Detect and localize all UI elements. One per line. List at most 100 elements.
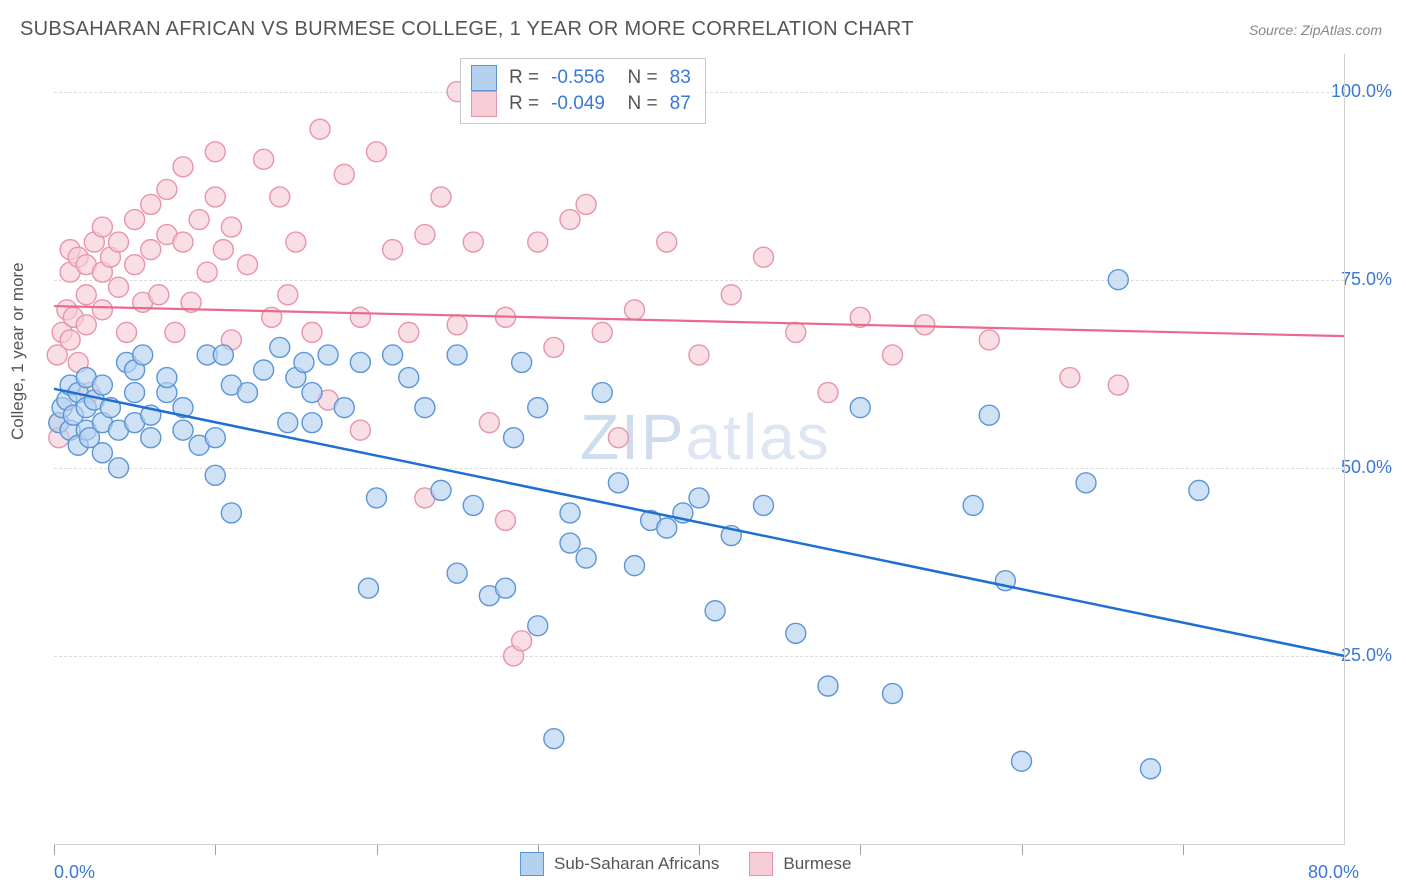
stat-n-value: 83 <box>670 65 691 91</box>
regression-line <box>54 306 1344 336</box>
stat-label: N = <box>617 91 658 117</box>
data-point <box>350 307 370 327</box>
data-point <box>92 300 112 320</box>
data-point <box>818 676 838 696</box>
swatch-subsaharan-icon <box>471 65 497 91</box>
data-point <box>125 255 145 275</box>
data-point <box>496 510 516 530</box>
data-point <box>189 210 209 230</box>
data-point <box>786 623 806 643</box>
data-point <box>350 420 370 440</box>
data-point <box>415 225 435 245</box>
data-point <box>1012 751 1032 771</box>
stat-n-value: 87 <box>670 91 691 117</box>
data-point <box>754 495 774 515</box>
chart-container: SUBSAHARAN AFRICAN VS BURMESE COLLEGE, 1… <box>0 0 1406 892</box>
stats-box: R = -0.556 N = 83 R = -0.049 N = 87 <box>460 58 706 124</box>
data-point <box>254 149 274 169</box>
data-point <box>431 480 451 500</box>
stat-label: N = <box>617 65 658 91</box>
data-point <box>383 345 403 365</box>
data-point <box>689 488 709 508</box>
data-point <box>213 240 233 260</box>
data-point <box>447 315 467 335</box>
y-axis-label: College, 1 year or more <box>8 262 28 440</box>
data-point <box>133 345 153 365</box>
stat-label: R = <box>509 65 539 91</box>
data-point <box>431 187 451 207</box>
data-point <box>92 217 112 237</box>
data-point <box>560 533 580 553</box>
data-point <box>528 398 548 418</box>
data-point <box>205 142 225 162</box>
data-point <box>92 443 112 463</box>
stats-row-subsaharan: R = -0.556 N = 83 <box>471 65 691 91</box>
data-point <box>657 518 677 538</box>
scatter-plot <box>54 54 1344 844</box>
data-point <box>383 240 403 260</box>
source-credit: Source: ZipAtlas.com <box>1249 22 1382 38</box>
swatch-burmese-icon <box>471 91 497 117</box>
data-point <box>358 578 378 598</box>
data-point <box>496 578 516 598</box>
data-point <box>560 503 580 523</box>
data-point <box>286 232 306 252</box>
data-point <box>625 300 645 320</box>
data-point <box>254 360 274 380</box>
data-point <box>141 428 161 448</box>
data-point <box>125 383 145 403</box>
data-point <box>109 277 129 297</box>
data-point <box>221 217 241 237</box>
data-point <box>367 142 387 162</box>
data-point <box>1060 368 1080 388</box>
data-point <box>399 368 419 388</box>
data-point <box>302 322 322 342</box>
data-point <box>528 232 548 252</box>
data-point <box>608 428 628 448</box>
data-point <box>883 684 903 704</box>
data-point <box>1108 375 1128 395</box>
data-point <box>238 383 258 403</box>
data-point <box>544 337 564 357</box>
data-point <box>786 322 806 342</box>
stats-row-burmese: R = -0.049 N = 87 <box>471 91 691 117</box>
data-point <box>399 322 419 342</box>
data-point <box>310 119 330 139</box>
data-point <box>278 285 298 305</box>
data-point <box>205 465 225 485</box>
data-point <box>92 375 112 395</box>
swatch-subsaharan-icon <box>520 852 544 876</box>
stat-r-value: -0.049 <box>551 91 605 117</box>
data-point <box>221 503 241 523</box>
data-point <box>205 187 225 207</box>
data-point <box>657 232 677 252</box>
legend-label: Burmese <box>783 854 851 874</box>
data-point <box>915 315 935 335</box>
data-point <box>197 262 217 282</box>
data-point <box>318 345 338 365</box>
data-point <box>463 495 483 515</box>
data-point <box>173 232 193 252</box>
data-point <box>270 187 290 207</box>
x-tick-label: 80.0% <box>1308 862 1359 883</box>
data-point <box>334 398 354 418</box>
data-point <box>504 428 524 448</box>
x-tick-label: 0.0% <box>54 862 95 883</box>
data-point <box>125 210 145 230</box>
data-point <box>76 315 96 335</box>
data-point <box>544 729 564 749</box>
regression-line <box>54 389 1344 656</box>
data-point <box>608 473 628 493</box>
data-point <box>213 345 233 365</box>
data-point <box>109 458 129 478</box>
data-point <box>512 352 532 372</box>
data-point <box>560 210 580 230</box>
stat-r-value: -0.556 <box>551 65 605 91</box>
data-point <box>963 495 983 515</box>
data-point <box>625 556 645 576</box>
legend-label: Sub-Saharan Africans <box>554 854 719 874</box>
data-point <box>350 352 370 372</box>
data-point <box>1076 473 1096 493</box>
data-point <box>141 194 161 214</box>
data-point <box>850 398 870 418</box>
